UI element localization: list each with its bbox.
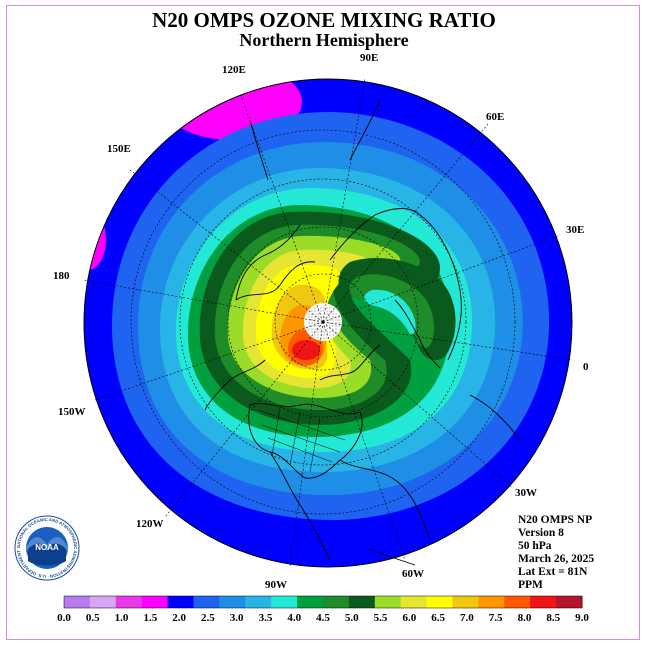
info-units: PPM bbox=[518, 579, 543, 591]
colorbar-tick-label: 5.5 bbox=[374, 612, 388, 624]
info-lat-ext: Lat Ext = 81N bbox=[518, 566, 588, 578]
lon-label-150w: 150W bbox=[58, 406, 86, 418]
colorbar-swatch bbox=[297, 596, 324, 608]
info-version: Version 8 bbox=[518, 527, 564, 539]
colorbar-tick-label: 3.5 bbox=[259, 612, 273, 624]
colorbar-swatch bbox=[141, 596, 169, 608]
colorbar-swatch bbox=[348, 596, 376, 608]
colorbar-swatch bbox=[426, 596, 453, 608]
coastlines bbox=[204, 99, 521, 566]
us-state-boundaries bbox=[257, 407, 346, 473]
colorbar-swatch bbox=[478, 596, 505, 608]
lon-label-30e: 30E bbox=[566, 224, 584, 236]
colorbar-tick-label: 1.0 bbox=[115, 612, 129, 624]
colorbar-swatch bbox=[245, 596, 272, 608]
colorbar-swatch bbox=[167, 596, 194, 608]
longitude-labels: 120E 90E 60E 30E 0 30W 60W 90W 120W 150W… bbox=[53, 52, 589, 591]
colorbar-swatch bbox=[323, 596, 350, 608]
colorbar-swatch bbox=[115, 596, 143, 608]
lon-label-180: 180 bbox=[53, 270, 70, 282]
info-product: N20 OMPS NP bbox=[518, 514, 593, 526]
map-title: N20 OMPS OZONE MIXING RATIO bbox=[152, 8, 496, 32]
colorbar-tick-label: 5.0 bbox=[345, 612, 359, 624]
ozone-field bbox=[84, 79, 572, 567]
colorbar-tick-label: 8.0 bbox=[518, 612, 532, 624]
noaa-logo-text: NOAA bbox=[35, 543, 59, 552]
colorbar-swatch bbox=[374, 596, 402, 608]
colorbar-tick-label: 3.0 bbox=[230, 612, 244, 624]
lon-label-120w: 120W bbox=[136, 518, 164, 530]
info-block: N20 OMPS NP Version 8 50 hPa March 26, 2… bbox=[518, 514, 594, 592]
info-date: March 26, 2025 bbox=[518, 553, 595, 565]
lon-label-120e: 120E bbox=[222, 64, 246, 76]
colorbar-tick-label: 6.5 bbox=[431, 612, 445, 624]
colorbar-tick-label: 6.0 bbox=[402, 612, 416, 624]
colorbar-tick-label: 0.5 bbox=[86, 612, 100, 624]
info-level: 50 hPa bbox=[518, 540, 552, 552]
colorbar-swatch bbox=[271, 596, 298, 608]
lon-label-90e: 90E bbox=[360, 52, 378, 64]
colorbar-tick-label: 8.5 bbox=[546, 612, 560, 624]
lat-lon-grid bbox=[82, 78, 573, 568]
lon-label-60e: 60E bbox=[486, 111, 504, 123]
map-border bbox=[83, 78, 573, 568]
noaa-logo: NATIONAL OCEANIC AND ATMOSPHERIC ADMINIS… bbox=[14, 515, 80, 581]
map-subtitle: Northern Hemisphere bbox=[239, 30, 409, 50]
colorbar-swatch bbox=[64, 596, 91, 608]
colorbar: 0.0 0.5 1.0 1.5 2.0 2.5 3.0 3.5 4.0 4.5 5.0 5.5 6.0 6… bbox=[57, 595, 589, 624]
colorbar-swatch bbox=[530, 596, 557, 608]
colorbar-tick-label: 0.0 bbox=[57, 612, 71, 624]
colorbar-swatch bbox=[452, 596, 479, 608]
colorbar-swatch bbox=[400, 596, 428, 608]
plot-frame bbox=[6, 5, 640, 640]
colorbar-swatch bbox=[504, 596, 531, 608]
colorbar-tick-label: 1.5 bbox=[143, 612, 157, 624]
colorbar-tick-label: 4.5 bbox=[316, 612, 330, 624]
colorbar-tick-label: 7.5 bbox=[489, 612, 503, 624]
lon-label-60w: 60W bbox=[402, 568, 424, 580]
colorbar-tick-label: 2.5 bbox=[201, 612, 215, 624]
colorbar-outline bbox=[63, 595, 583, 609]
colorbar-swatches bbox=[63, 595, 583, 609]
colorbar-swatch bbox=[193, 596, 220, 608]
colorbar-tick-label: 2.0 bbox=[172, 612, 186, 624]
lon-label-90w: 90W bbox=[265, 579, 287, 591]
colorbar-tick-label: 7.0 bbox=[460, 612, 474, 624]
colorbar-tick-label: 9.0 bbox=[575, 612, 589, 624]
colorbar-swatch bbox=[556, 596, 583, 608]
lon-label-150e: 150E bbox=[107, 143, 131, 155]
colorbar-swatch bbox=[219, 596, 246, 608]
lon-label-0: 0 bbox=[583, 361, 589, 373]
colorbar-swatch bbox=[89, 596, 117, 608]
colorbar-tick-label: 4.0 bbox=[287, 612, 301, 624]
lon-label-30w: 30W bbox=[515, 487, 537, 499]
colorbar-ticks: 0.0 0.5 1.0 1.5 2.0 2.5 3.0 3.5 4.0 4.5 5.0 5.5 6.0 6… bbox=[57, 612, 589, 624]
